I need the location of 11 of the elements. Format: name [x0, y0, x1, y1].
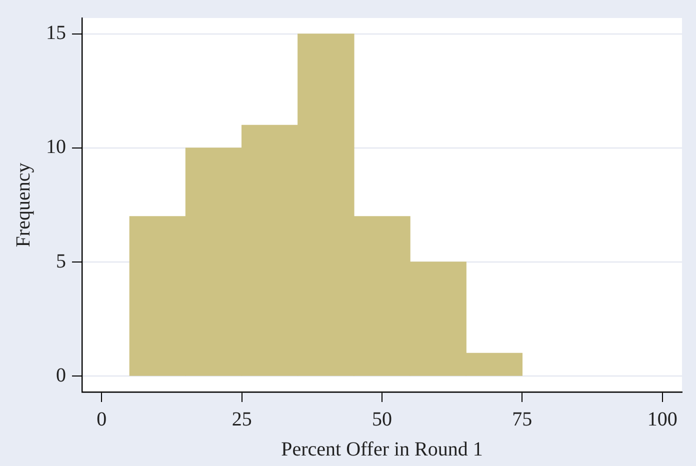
- y-tick-label: 0: [56, 364, 66, 386]
- x-tick-label: 0: [96, 408, 107, 430]
- x-tick-label: 100: [647, 408, 678, 430]
- x-tick-label: 25: [232, 408, 252, 430]
- y-tick-label: 10: [46, 136, 66, 158]
- x-tick-label: 75: [512, 408, 532, 430]
- x-tick-label: 50: [372, 408, 392, 430]
- x-axis-title: Percent Offer in Round 1: [281, 438, 483, 460]
- y-tick-label: 5: [56, 250, 66, 272]
- y-axis-title: Frequency: [12, 162, 34, 248]
- y-tick-label: 15: [46, 22, 66, 44]
